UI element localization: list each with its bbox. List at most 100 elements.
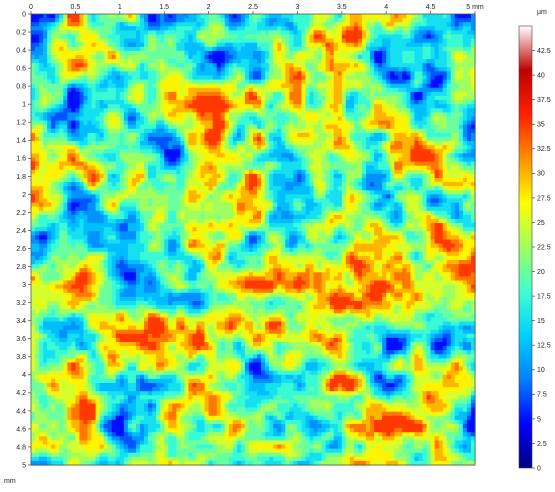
height-cell xyxy=(148,149,153,154)
height-cell xyxy=(47,190,52,195)
height-cell xyxy=(414,121,419,126)
height-cell xyxy=(79,190,84,195)
height-cell xyxy=(241,158,246,163)
height-cell xyxy=(370,141,375,146)
height-cell xyxy=(205,137,210,142)
height-cell xyxy=(390,67,395,72)
height-cell xyxy=(269,162,274,167)
height-cell xyxy=(289,178,294,183)
height-cell xyxy=(354,88,359,93)
height-cell xyxy=(144,170,149,175)
height-cell xyxy=(281,104,286,109)
height-cell xyxy=(301,145,306,150)
height-cell xyxy=(378,125,383,130)
height-cell xyxy=(297,158,302,163)
height-cell xyxy=(297,92,302,97)
height-cell xyxy=(269,133,274,138)
height-cell xyxy=(184,92,189,97)
height-cell xyxy=(374,30,379,35)
height-cell xyxy=(209,162,214,167)
height-cell xyxy=(201,117,206,122)
height-cell xyxy=(209,133,214,138)
height-cell xyxy=(249,104,254,109)
height-cell xyxy=(92,174,97,179)
height-cell xyxy=(229,133,234,138)
height-cell xyxy=(265,18,270,23)
height-cell xyxy=(88,30,93,35)
height-cell xyxy=(326,100,331,105)
height-cell xyxy=(297,88,302,93)
height-cell xyxy=(128,39,133,44)
height-cell xyxy=(192,14,197,19)
height-cell xyxy=(334,35,339,40)
height-cell xyxy=(124,71,129,76)
height-cell xyxy=(96,190,101,195)
height-cell xyxy=(285,162,290,167)
height-cell xyxy=(35,96,40,101)
height-cell xyxy=(334,80,339,85)
height-cell xyxy=(160,186,165,191)
height-cell xyxy=(132,141,137,146)
height-cell xyxy=(439,55,444,60)
height-cell xyxy=(326,174,331,179)
height-cell xyxy=(297,153,302,158)
height-cell xyxy=(402,166,407,171)
height-cell xyxy=(128,43,133,48)
height-cell xyxy=(136,145,141,150)
height-cell xyxy=(104,170,109,175)
height-cell xyxy=(406,125,411,130)
height-cell xyxy=(75,63,80,68)
height-cell xyxy=(354,112,359,117)
height-cell xyxy=(414,149,419,154)
height-cell xyxy=(43,88,48,93)
height-cell xyxy=(31,104,36,109)
height-cell xyxy=(176,149,181,154)
height-cell xyxy=(152,141,157,146)
height-cell xyxy=(366,145,371,150)
height-cell xyxy=(410,100,415,105)
height-cell xyxy=(116,121,121,126)
height-cell xyxy=(398,55,403,60)
height-cell xyxy=(249,194,254,199)
height-cell xyxy=(310,88,315,93)
height-cell xyxy=(71,153,76,158)
height-cell xyxy=(201,174,206,179)
height-cell xyxy=(156,92,161,97)
height-cell xyxy=(176,121,181,126)
height-cell xyxy=(39,104,44,109)
height-cell xyxy=(310,108,315,113)
height-cell xyxy=(414,76,419,81)
height-cell xyxy=(92,92,97,97)
height-cell xyxy=(156,153,161,158)
height-cell xyxy=(83,174,88,179)
height-cell xyxy=(124,39,129,44)
height-cell xyxy=(168,43,173,48)
height-cell xyxy=(75,88,80,93)
height-cell xyxy=(354,121,359,126)
height-cell xyxy=(188,88,193,93)
height-cell xyxy=(326,194,331,199)
height-cell xyxy=(289,30,294,35)
height-cell xyxy=(184,170,189,175)
height-cell xyxy=(144,104,149,109)
height-cell xyxy=(79,26,84,31)
height-cell xyxy=(394,125,399,130)
height-cell xyxy=(31,14,36,19)
height-cell xyxy=(112,174,117,179)
height-cell xyxy=(96,26,101,31)
height-cell xyxy=(362,117,367,122)
height-cell xyxy=(410,92,415,97)
height-cell xyxy=(394,153,399,158)
height-cell xyxy=(201,104,206,109)
height-cell xyxy=(269,108,274,113)
height-cell xyxy=(402,100,407,105)
height-cell xyxy=(116,153,121,158)
height-cell xyxy=(435,22,440,27)
height-cell xyxy=(378,117,383,122)
height-cell xyxy=(201,182,206,187)
height-cell xyxy=(314,166,319,171)
height-cell xyxy=(310,43,315,48)
height-cell xyxy=(314,39,319,44)
height-cell xyxy=(293,104,298,109)
height-cell xyxy=(398,170,403,175)
